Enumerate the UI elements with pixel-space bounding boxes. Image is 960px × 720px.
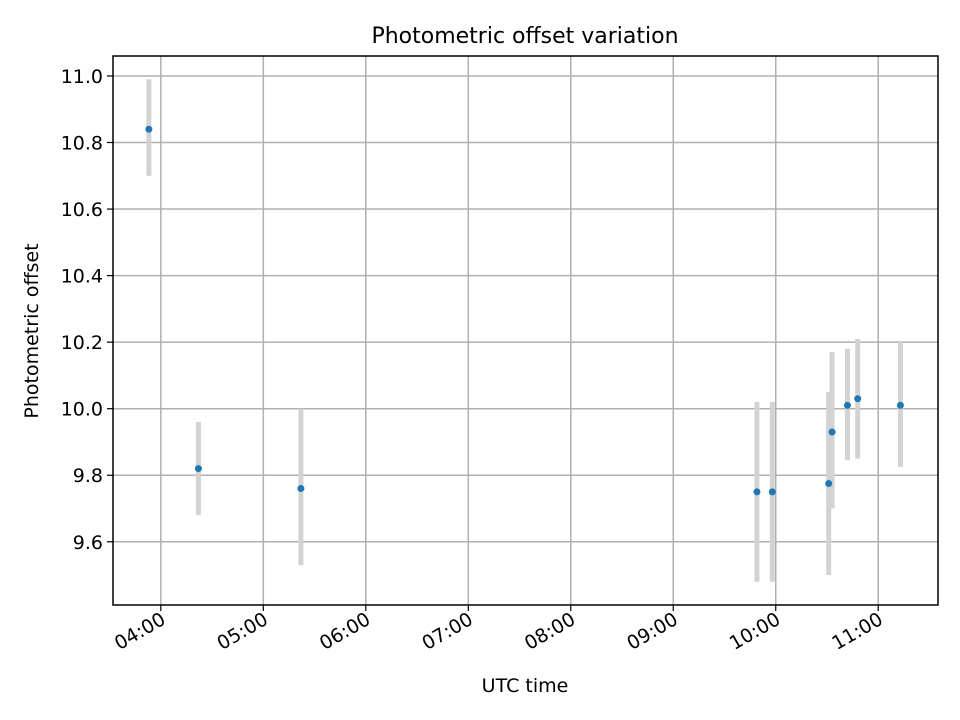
- data-point: [828, 428, 836, 436]
- x-tick-label: 04:00: [111, 608, 169, 654]
- data-point: [768, 488, 776, 496]
- data-point: [194, 465, 202, 473]
- y-tick-label: 10.0: [61, 399, 103, 421]
- y-tick-label: 10.2: [61, 332, 103, 354]
- x-tick-label: 07:00: [418, 608, 476, 654]
- data-point: [145, 125, 153, 133]
- chart-title: Photometric offset variation: [371, 24, 678, 49]
- data-point: [896, 401, 904, 409]
- y-tick-label: 10.4: [61, 266, 103, 288]
- x-tick-label: 05:00: [213, 608, 271, 654]
- y-tick-label: 11.0: [61, 66, 103, 88]
- plot-frame: [112, 55, 939, 606]
- x-tick-label: 09:00: [623, 608, 681, 654]
- y-tick-label: 10.6: [61, 199, 103, 221]
- x-tick-label: 08:00: [521, 608, 579, 654]
- data-point: [825, 480, 833, 488]
- y-tick-label: 9.6: [73, 532, 103, 554]
- data-point: [753, 488, 761, 496]
- x-tick-label: 06:00: [316, 608, 374, 654]
- y-tick-label: 9.8: [73, 465, 103, 487]
- grid: [113, 56, 938, 605]
- x-tick-label: 11:00: [828, 608, 886, 654]
- error-bars: [146, 79, 903, 582]
- x-tick-label: 10:00: [726, 608, 784, 654]
- data-point: [297, 485, 305, 493]
- data-point: [854, 395, 862, 403]
- data-points: [145, 125, 904, 496]
- x-axis-label: UTC time: [482, 675, 569, 697]
- y-axis-label: Photometric offset: [21, 243, 43, 418]
- ticks: 04:00 05:00 06:00 07:00 08:00 09:00 10:00 11:00…: [61, 66, 887, 655]
- data-point: [843, 401, 851, 409]
- y-tick-label: 10.8: [61, 133, 103, 155]
